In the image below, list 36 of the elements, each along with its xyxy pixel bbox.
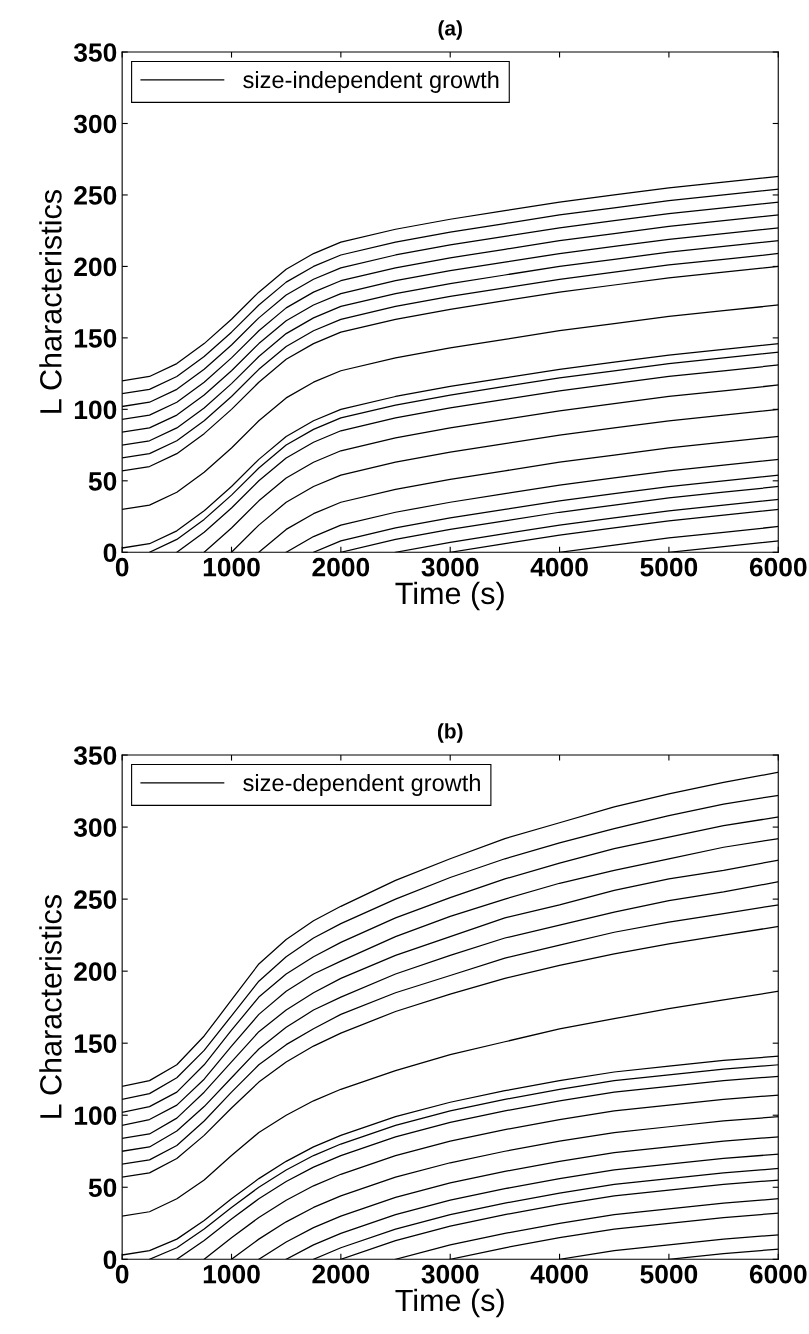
x-tick-label: 1000	[203, 557, 260, 577]
x-tick-label: 6000	[749, 1264, 807, 1284]
y-tick-label: 50	[88, 471, 117, 491]
x-tick-label: 5000	[640, 557, 698, 577]
x-tick-label: 4000	[530, 557, 588, 577]
y-tick-label: 150	[74, 329, 117, 348]
y-tick-label: 0	[103, 543, 117, 563]
y-tick-label: 150	[74, 1034, 117, 1054]
x-tick-label: 3000	[421, 557, 479, 577]
x-tick-label: 4000	[530, 1264, 588, 1284]
chart-title: (a)	[438, 20, 462, 40]
y-tick-label: 50	[88, 1178, 117, 1198]
x-tick-label: 3000	[421, 1264, 479, 1284]
y-tick-label: 200	[74, 962, 117, 981]
x-tick-label: 2000	[312, 1264, 370, 1284]
y-tick-label: 0	[103, 1250, 117, 1270]
y-axis-title: L Characteristics	[39, 895, 62, 1118]
legend-label: size-independent growth	[243, 70, 499, 93]
y-tick-label: 300	[73, 114, 117, 134]
y-tick-label: 350	[73, 746, 117, 765]
x-axis-title: Time (s)	[395, 1288, 504, 1318]
x-tick-label: 1000	[203, 1264, 260, 1284]
legend-label: size-dependent growth	[243, 773, 480, 796]
x-tick-label: 2000	[312, 557, 370, 577]
y-tick-label: 350	[73, 43, 117, 62]
y-tick-label: 250	[74, 186, 117, 205]
y-tick-label: 100	[74, 1106, 117, 1126]
x-tick-label: 5000	[640, 1264, 698, 1284]
x-tick-label: 6000	[749, 557, 807, 577]
chart-title: (b)	[437, 723, 463, 743]
x-axis-title: Time (s)	[395, 581, 504, 611]
y-tick-label: 200	[74, 257, 117, 277]
y-tick-label: 300	[73, 818, 117, 837]
y-axis-title: L Characteristics	[39, 190, 62, 413]
y-tick-label: 250	[74, 890, 117, 909]
y-tick-label: 100	[74, 400, 117, 420]
